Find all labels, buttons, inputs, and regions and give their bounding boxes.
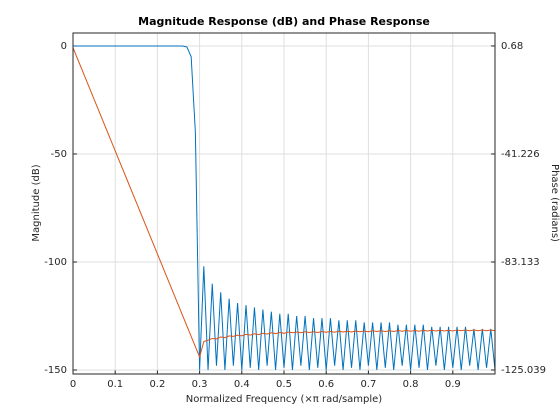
- x-tick-label: 0.6: [318, 379, 334, 390]
- x-tick-label: 0.8: [403, 379, 419, 390]
- x-axis-label: Normalized Frequency (×π rad/sample): [186, 394, 383, 405]
- y-tick-label: -50: [51, 149, 67, 160]
- y2-tick-label: 0.68: [501, 41, 523, 52]
- y-axis-label: Magnitude (dB): [31, 164, 42, 241]
- y-tick-label: -150: [44, 365, 67, 376]
- axes-box: [72, 32, 496, 375]
- x-tick-label: 0.7: [360, 379, 376, 390]
- chart-title: Magnitude Response (dB) and Phase Respon…: [138, 15, 430, 28]
- y2-axis-label: Phase (radians): [549, 164, 560, 242]
- y2-tick-label: -83.133: [501, 257, 540, 268]
- y-tick-label: -100: [44, 257, 67, 268]
- series-line: [72, 47, 496, 359]
- series-line: [73, 45, 496, 371]
- x-tick-label: 0: [70, 379, 76, 390]
- x-tick-label: 0.9: [445, 379, 461, 390]
- y-tick-label: 0: [61, 41, 67, 52]
- x-tick-label: 0.2: [149, 379, 165, 390]
- y2-tick-label: -125.039: [501, 365, 546, 376]
- y2-tick-label: -41.226: [501, 149, 540, 160]
- x-tick-label: 0.1: [107, 379, 123, 390]
- x-tick-label: 0.3: [192, 379, 208, 390]
- x-tick-label: 0.4: [234, 379, 250, 390]
- x-tick-label: 0.5: [276, 379, 292, 390]
